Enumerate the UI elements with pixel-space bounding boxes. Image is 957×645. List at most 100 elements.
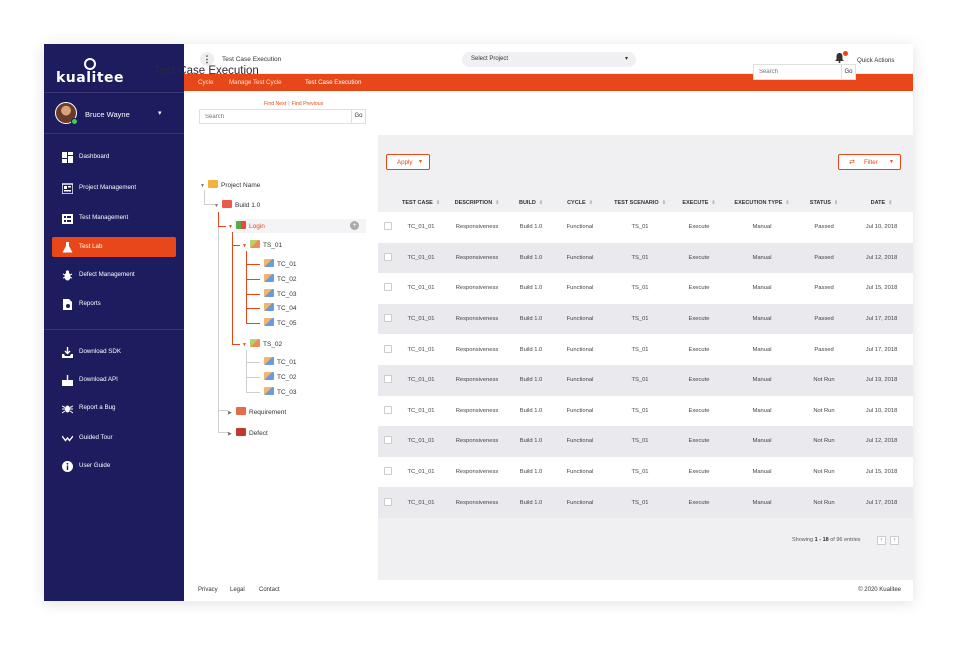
- footer-link-privacy[interactable]: Privacy: [198, 587, 218, 593]
- table-cell[interactable]: TC_01_01: [398, 364, 444, 396]
- header-cell[interactable]: EXECUTE ⇕: [672, 194, 726, 212]
- row-checkbox[interactable]: [384, 283, 392, 292]
- expand-icon[interactable]: ▼: [242, 243, 247, 249]
- filter-button[interactable]: ⇄ Filter ▼: [838, 154, 901, 170]
- tree-go-button[interactable]: Go: [351, 110, 365, 123]
- tree-node-tc[interactable]: TC_03: [264, 289, 297, 301]
- prev-page-button[interactable]: ‹: [877, 536, 886, 545]
- apply-button[interactable]: Apply ▼: [386, 154, 430, 170]
- header-cell[interactable]: CYCLE ⇕: [552, 194, 608, 212]
- expand-icon[interactable]: ▼: [228, 224, 233, 230]
- header-cell[interactable]: STATUS ⇕: [798, 194, 850, 212]
- execute-link[interactable]: Execute: [672, 212, 726, 243]
- sort-icon[interactable]: ⇕: [588, 200, 593, 206]
- user-profile[interactable]: Bruce Wayne ▾: [44, 92, 184, 134]
- table-row[interactable]: TC_01_01 Responsiveness Build 1.0 Functiona…: [378, 364, 913, 396]
- table-cell[interactable]: TC_01_01: [398, 426, 444, 457]
- sidebar-item-project-management[interactable]: Project Management: [52, 178, 176, 198]
- table-cell[interactable]: TC_01_01: [398, 334, 444, 365]
- go-button[interactable]: Go: [841, 65, 855, 79]
- tree-node-ts02[interactable]: ▼ TS_02: [242, 339, 282, 351]
- tree-node-ts01[interactable]: ▼ TS_01: [242, 240, 282, 252]
- execute-link[interactable]: Execute: [672, 334, 726, 365]
- table-row[interactable]: TC_01_01 Responsiveness Build 1.0 Functiona…: [378, 242, 913, 274]
- breadcrumb-cycle[interactable]: Cycle: [198, 79, 214, 86]
- more-menu-icon[interactable]: ⋮: [200, 52, 214, 66]
- header-cell[interactable]: DESCRIPTION ⇕: [444, 194, 510, 212]
- row-checkbox[interactable]: [384, 436, 392, 445]
- header-cell[interactable]: BUILD ⇕: [510, 194, 552, 212]
- sidebar-item-reports[interactable]: Reports: [52, 294, 176, 314]
- sidebar-item-report-a-bug[interactable]: Report a Bug: [52, 398, 176, 418]
- row-checkbox[interactable]: [384, 344, 392, 353]
- tree-node-tc[interactable]: TC_01: [264, 259, 297, 271]
- kualitee-logo[interactable]: kualitee: [56, 58, 136, 88]
- sort-icon[interactable]: ⇕: [833, 200, 839, 206]
- execute-link[interactable]: Execute: [672, 364, 726, 396]
- execute-link[interactable]: Execute: [672, 426, 726, 457]
- breadcrumb-manage-test-cycle[interactable]: Manage Test Cycle: [229, 79, 282, 86]
- expand-icon[interactable]: ▶: [228, 431, 232, 437]
- tree-search-input[interactable]: [205, 114, 285, 120]
- tree-node-login[interactable]: ▼ Login: [228, 221, 265, 233]
- quick-actions-link[interactable]: Quick Actions: [857, 57, 895, 64]
- expand-icon[interactable]: ▼: [200, 183, 205, 189]
- tree-node-tc[interactable]: TC_03: [264, 387, 297, 399]
- tree-node-tc[interactable]: TC_04: [264, 303, 297, 315]
- row-checkbox[interactable]: [384, 405, 392, 414]
- add-icon[interactable]: +: [350, 221, 359, 230]
- table-cell[interactable]: TC_01_01: [398, 303, 444, 335]
- table-row[interactable]: TC_01_01 Responsiveness Build 1.0 Functiona…: [378, 487, 913, 518]
- execute-link[interactable]: Execute: [672, 487, 726, 518]
- tree-node-defect[interactable]: ▶ Defect: [228, 428, 268, 440]
- table-cell[interactable]: TC_01_01: [398, 456, 444, 488]
- table-row[interactable]: TC_01_01 Responsiveness Build 1.0 Functiona…: [378, 212, 913, 243]
- tree-node-tc[interactable]: TC_02: [264, 274, 297, 286]
- sort-icon[interactable]: ⇕: [435, 200, 441, 206]
- chevron-down-icon[interactable]: ▾: [158, 110, 162, 117]
- header-cell[interactable]: TEST CASE ⇕: [398, 194, 444, 212]
- tree-node-build[interactable]: ▼ Build 1.0: [214, 200, 260, 212]
- table-row[interactable]: TC_01_01 Responsiveness Build 1.0 Functiona…: [378, 273, 913, 304]
- sidebar-item-user-guide[interactable]: User Guide: [52, 456, 176, 476]
- sidebar-item-download-sdk[interactable]: Download SDK: [52, 342, 176, 362]
- tree-node-tc[interactable]: TC_05: [264, 318, 297, 330]
- footer-link-contact[interactable]: Contact: [259, 587, 280, 593]
- tree-node-requirement[interactable]: ▶ Requirement: [228, 407, 286, 419]
- row-checkbox[interactable]: [384, 467, 392, 476]
- table-row[interactable]: TC_01_01 Responsiveness Build 1.0 Functiona…: [378, 334, 913, 365]
- table-cell[interactable]: TC_01_01: [398, 273, 444, 304]
- table-row[interactable]: TC_01_01 Responsiveness Build 1.0 Functiona…: [378, 456, 913, 488]
- next-page-button[interactable]: ›: [890, 536, 899, 545]
- tree-node-project[interactable]: ▼ Project Name: [200, 180, 260, 192]
- execute-link[interactable]: Execute: [672, 303, 726, 335]
- expand-icon[interactable]: ▶: [228, 410, 232, 416]
- sidebar-item-test-management[interactable]: Test Management: [52, 208, 176, 228]
- table-cell[interactable]: TC_01_01: [398, 212, 444, 243]
- sort-icon[interactable]: ⇕: [785, 200, 790, 206]
- sort-icon[interactable]: ⇕: [661, 200, 666, 206]
- footer-link-legal[interactable]: Legal: [230, 587, 245, 593]
- sidebar-item-defect-management[interactable]: Defect Management: [52, 265, 176, 285]
- sidebar-item-dashboard[interactable]: Dashboard: [52, 147, 176, 167]
- row-checkbox[interactable]: [384, 252, 392, 261]
- tree-node-tc[interactable]: TC_02: [264, 372, 297, 384]
- execute-link[interactable]: Execute: [672, 242, 726, 274]
- header-cell[interactable]: DATE ⇕: [850, 194, 913, 212]
- header-cell[interactable]: TEST SCENARIO ⇕: [608, 194, 672, 212]
- bell-icon[interactable]: [833, 53, 845, 65]
- table-cell[interactable]: TC_01_01: [398, 242, 444, 274]
- tree-node-tc[interactable]: TC_01: [264, 357, 297, 369]
- sidebar-item-test-lab[interactable]: Test Lab: [52, 237, 176, 257]
- sort-icon[interactable]: ⇕: [711, 200, 716, 206]
- row-checkbox[interactable]: [384, 222, 392, 231]
- sort-icon[interactable]: ⇕: [538, 200, 543, 206]
- find-previous-link[interactable]: Find Previous: [291, 101, 324, 107]
- search-input[interactable]: [759, 69, 839, 75]
- execute-link[interactable]: Execute: [672, 273, 726, 304]
- find-next-link[interactable]: Find Next: [264, 101, 287, 107]
- table-row[interactable]: TC_01_01 Responsiveness Build 1.0 Functiona…: [378, 426, 913, 457]
- table-cell[interactable]: TC_01_01: [398, 395, 444, 427]
- expand-icon[interactable]: ▼: [214, 203, 219, 209]
- sort-icon[interactable]: ⇕: [495, 200, 500, 206]
